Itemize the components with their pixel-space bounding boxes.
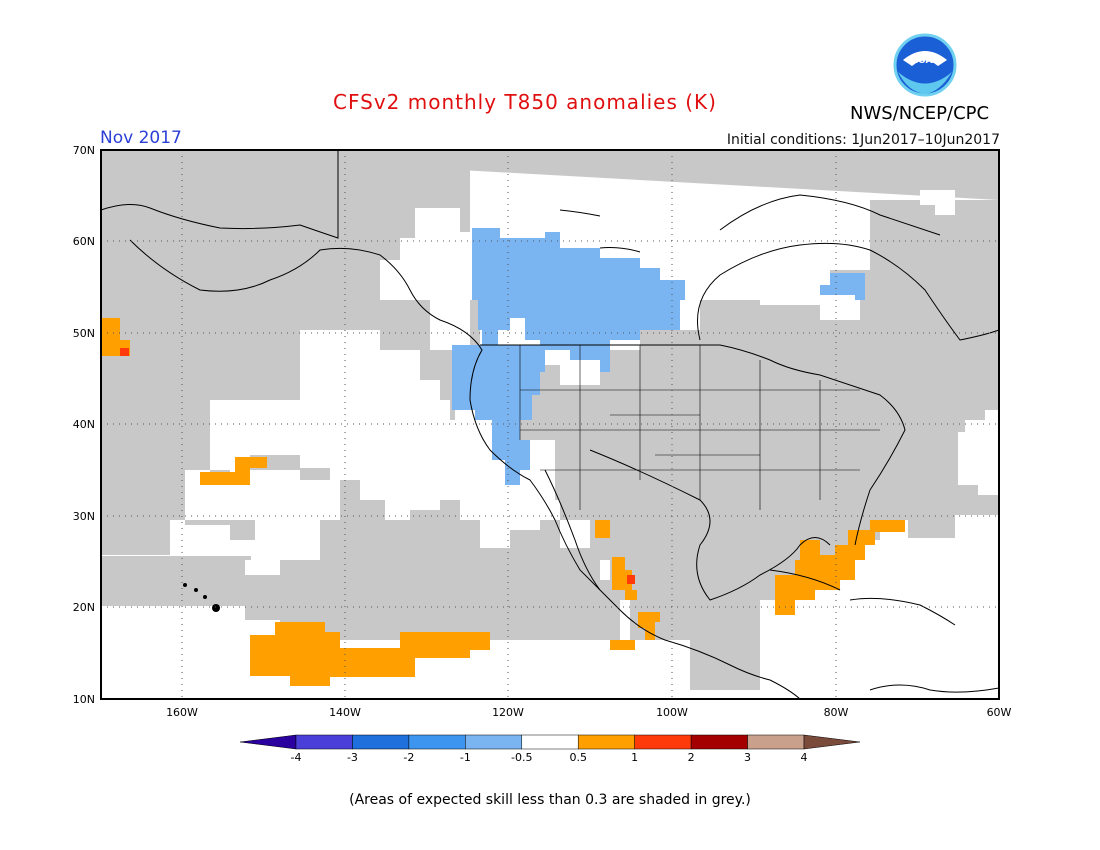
lon-label: 120W <box>492 706 524 719</box>
hawaii-islands <box>183 583 220 612</box>
coastlines <box>100 150 1000 700</box>
warm-anomaly-region <box>101 318 905 686</box>
colorbar-segment <box>577 734 635 750</box>
colorbar-tick-label: 2 <box>688 751 695 764</box>
colorbar-segment <box>521 734 579 750</box>
colorbar-segment <box>634 734 692 750</box>
map-frame <box>100 149 1000 700</box>
lon-label: 160W <box>166 706 198 719</box>
colorbar-segment <box>408 734 466 750</box>
lat-label: 70N <box>73 144 95 157</box>
lon-label: 140W <box>329 706 361 719</box>
lat-label: 40N <box>73 418 95 431</box>
colorbar-segment <box>690 734 748 750</box>
cold-anomaly-region <box>452 228 865 485</box>
hot-anomaly-region <box>120 348 635 584</box>
colorbar-segment <box>803 734 861 750</box>
lon-label: 60W <box>987 706 1012 719</box>
colorbar-tick-label: 4 <box>801 751 808 764</box>
noaa-logo: NOAA <box>893 33 957 97</box>
colorbar-segment <box>465 734 523 750</box>
colorbar-tick-label: -4 <box>291 751 302 764</box>
latitude-labels: 70N 60N 50N 40N 30N 20N 10N <box>73 144 95 706</box>
lat-label: 30N <box>73 510 95 523</box>
lon-label: 80W <box>824 706 849 719</box>
colorbar-tick-label: -1 <box>460 751 471 764</box>
colorbar-tick-label: 0.5 <box>569 751 587 764</box>
lat-label: 60N <box>73 235 95 248</box>
longitude-labels: 160W 140W 120W 100W 80W 60W <box>166 706 1011 719</box>
state-borders <box>519 345 880 510</box>
noaa-logo-text: NOAA <box>911 56 940 66</box>
colorbar-tick-label: 3 <box>744 751 751 764</box>
colorbar-tick-label: -2 <box>403 751 414 764</box>
colorbar-segment <box>352 734 410 750</box>
colorbar-tick-label: 1 <box>631 751 638 764</box>
colorbar-segment <box>747 734 805 750</box>
map-panel <box>100 149 1000 700</box>
colorbar-legend: -4 -3 -2 -1 -0.5 0.5 1 2 3 4 <box>239 734 861 764</box>
skill-footnote: (Areas of expected skill less than 0.3 a… <box>349 792 751 808</box>
lat-label: 50N <box>73 327 95 340</box>
lat-label: 20N <box>73 601 95 614</box>
colorbar-segment <box>239 734 297 750</box>
forecast-month: Nov 2017 <box>100 128 182 148</box>
map-title: CFSv2 monthly T850 anomalies (K) <box>333 90 717 114</box>
lat-label: 10N <box>73 693 95 706</box>
lon-label: 100W <box>656 706 688 719</box>
initial-conditions: Initial conditions: 1Jun2017–10Jun2017 <box>726 132 1000 148</box>
colorbar-segment <box>295 734 353 750</box>
colorbar-tick-label: -3 <box>347 751 358 764</box>
agency-label: NWS/NCEP/CPC <box>850 103 990 124</box>
colorbar-tick-label: -0.5 <box>511 751 532 764</box>
